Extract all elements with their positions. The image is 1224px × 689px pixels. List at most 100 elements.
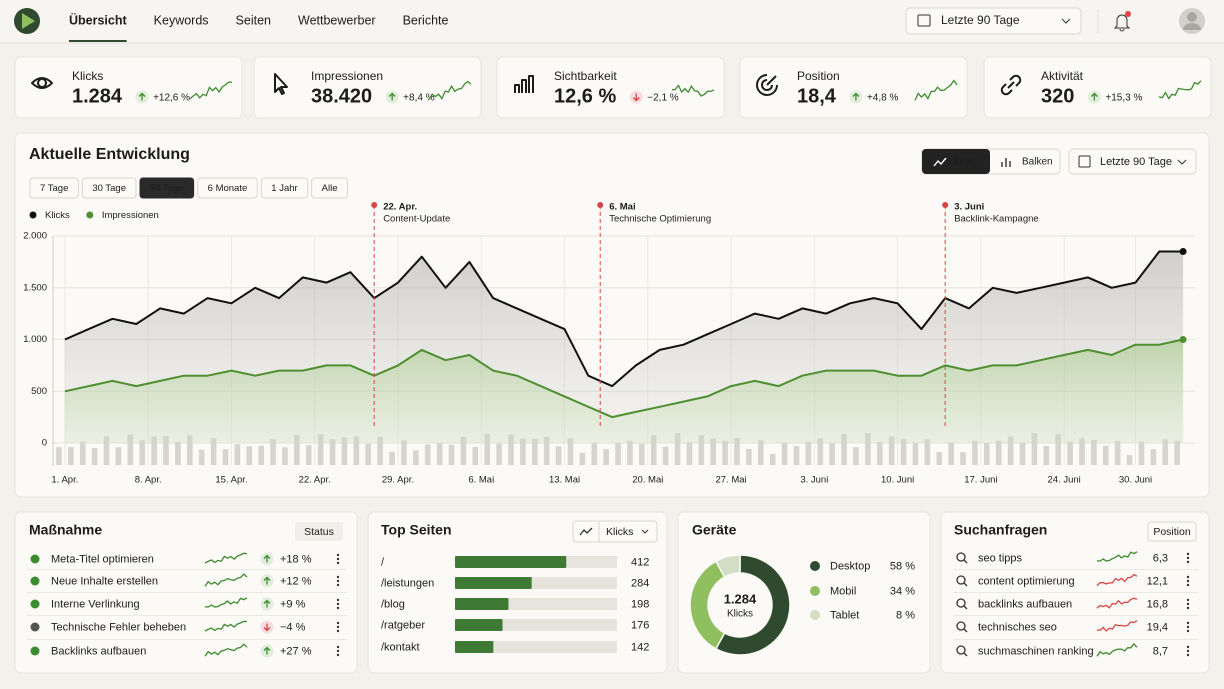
search-icon-handle bbox=[963, 628, 968, 633]
search-icon bbox=[956, 645, 966, 655]
menu-dot[interactable] bbox=[1186, 621, 1190, 625]
menu-dot[interactable] bbox=[336, 629, 340, 633]
view-option[interactable] bbox=[922, 149, 990, 174]
menu-dot[interactable] bbox=[336, 553, 340, 557]
range-button[interactable] bbox=[29, 177, 79, 199]
y-tick-label: 1.500 bbox=[23, 282, 47, 293]
view-icon bbox=[933, 157, 947, 167]
action-name: Meta-Titel optimieren bbox=[51, 553, 154, 565]
range-button[interactable] bbox=[139, 177, 195, 199]
menu-dot[interactable] bbox=[1186, 625, 1190, 629]
menu-dot[interactable] bbox=[336, 653, 340, 657]
nav-item[interactable]: Übersicht bbox=[69, 12, 127, 27]
menu-dot[interactable] bbox=[336, 621, 340, 625]
x-tick-label: 13. Mai bbox=[549, 475, 580, 486]
kpi-value: 38.420 bbox=[311, 85, 372, 107]
kpi-icon bbox=[1000, 74, 1022, 96]
calendar-icon bbox=[917, 14, 931, 27]
page-path: /kontakt bbox=[381, 641, 420, 653]
volume-bar bbox=[603, 449, 609, 465]
query-position: 19,4 bbox=[1147, 621, 1168, 633]
menu-dot[interactable] bbox=[336, 579, 340, 583]
volume-bar bbox=[876, 441, 883, 465]
volume-bar bbox=[294, 434, 300, 465]
kpi-change: +12,6 % bbox=[153, 93, 190, 104]
volume-bar bbox=[1067, 441, 1073, 465]
menu-dot[interactable] bbox=[1186, 579, 1190, 583]
menu-dot[interactable] bbox=[336, 645, 340, 649]
menu-dot[interactable] bbox=[336, 557, 340, 561]
query-text: backlinks aufbauen bbox=[978, 598, 1072, 610]
view-option-label: Balken bbox=[1022, 157, 1053, 168]
range-button[interactable] bbox=[81, 177, 137, 199]
menu-dot[interactable] bbox=[336, 561, 340, 565]
date-picker[interactable] bbox=[905, 7, 1082, 35]
menu-dot[interactable] bbox=[336, 598, 340, 602]
volume-bar bbox=[305, 445, 312, 465]
range-button[interactable] bbox=[260, 177, 309, 199]
menu-dot[interactable] bbox=[1186, 649, 1190, 653]
kpi-card bbox=[496, 56, 725, 119]
sparkline bbox=[428, 80, 472, 100]
menu-dot[interactable] bbox=[1186, 598, 1190, 602]
search-icon bbox=[956, 621, 966, 631]
volume-bar bbox=[888, 436, 895, 465]
volume-bar bbox=[1091, 439, 1097, 465]
chevron bbox=[1177, 159, 1187, 165]
chevron bbox=[641, 529, 649, 534]
volume-bar bbox=[401, 440, 407, 465]
menu-dot[interactable] bbox=[336, 602, 340, 606]
menu-dot[interactable] bbox=[1186, 629, 1190, 633]
menu-dot[interactable] bbox=[1186, 653, 1190, 657]
range-button[interactable] bbox=[197, 177, 258, 199]
volume-bar bbox=[984, 443, 990, 465]
nav-item[interactable]: Wettbewerber bbox=[298, 13, 376, 27]
volume-bar bbox=[698, 435, 705, 465]
nav-item[interactable]: Seiten bbox=[236, 13, 271, 27]
volume-bar bbox=[662, 446, 669, 465]
range-label: 1 Jahr bbox=[271, 183, 297, 194]
nav-item[interactable]: Keywords bbox=[154, 13, 209, 27]
menu-dot[interactable] bbox=[1186, 552, 1190, 556]
range-label: Alle bbox=[322, 183, 338, 194]
query-position: 16,8 bbox=[1147, 598, 1168, 610]
volume-bar bbox=[912, 443, 919, 465]
menu-dot[interactable] bbox=[1186, 556, 1190, 560]
metric-select[interactable] bbox=[572, 520, 658, 543]
menu-dot[interactable] bbox=[1186, 645, 1190, 649]
page-value: 198 bbox=[631, 598, 649, 610]
volume-bar bbox=[758, 440, 764, 465]
x-tick-label: 10. Juni bbox=[881, 475, 914, 486]
page-path: /ratgeber bbox=[381, 619, 425, 631]
volume-bar bbox=[413, 450, 419, 465]
kpi-label: Impressionen bbox=[311, 69, 383, 83]
menu-dot[interactable] bbox=[1186, 602, 1190, 606]
nav-item[interactable]: Berichte bbox=[403, 13, 449, 27]
menu-dot[interactable] bbox=[1186, 575, 1190, 579]
menu-dot[interactable] bbox=[336, 625, 340, 629]
menu-dot[interactable] bbox=[1186, 606, 1190, 610]
x-tick-label: 17. Juni bbox=[964, 475, 997, 486]
menu-dot[interactable] bbox=[1186, 583, 1190, 587]
bell-icon[interactable] bbox=[1113, 14, 1131, 32]
volume-bar bbox=[627, 440, 633, 465]
metric-select-label: Klicks bbox=[606, 526, 633, 538]
range-button[interactable] bbox=[311, 177, 349, 199]
menu-dot[interactable] bbox=[336, 575, 340, 579]
menu-dot[interactable] bbox=[336, 583, 340, 587]
menu-dot[interactable] bbox=[1186, 560, 1190, 564]
status-dot bbox=[30, 622, 40, 632]
kpi-icon bbox=[31, 77, 53, 89]
chart-date-picker[interactable] bbox=[1068, 148, 1197, 175]
volume-bar bbox=[1019, 443, 1026, 465]
trend-arrow bbox=[263, 646, 271, 655]
volume-bar bbox=[258, 445, 264, 465]
menu-dot[interactable] bbox=[336, 606, 340, 610]
bar bbox=[455, 556, 567, 568]
volume-bar bbox=[127, 434, 134, 465]
trend-arrow bbox=[263, 599, 271, 608]
menu-dot[interactable] bbox=[336, 649, 340, 653]
action-change: +12 % bbox=[280, 575, 312, 587]
volume-bar bbox=[1102, 445, 1109, 465]
bottom-panels: Maßnahme Status Meta-Titel optimieren +18 %… bbox=[27, 520, 1199, 658]
